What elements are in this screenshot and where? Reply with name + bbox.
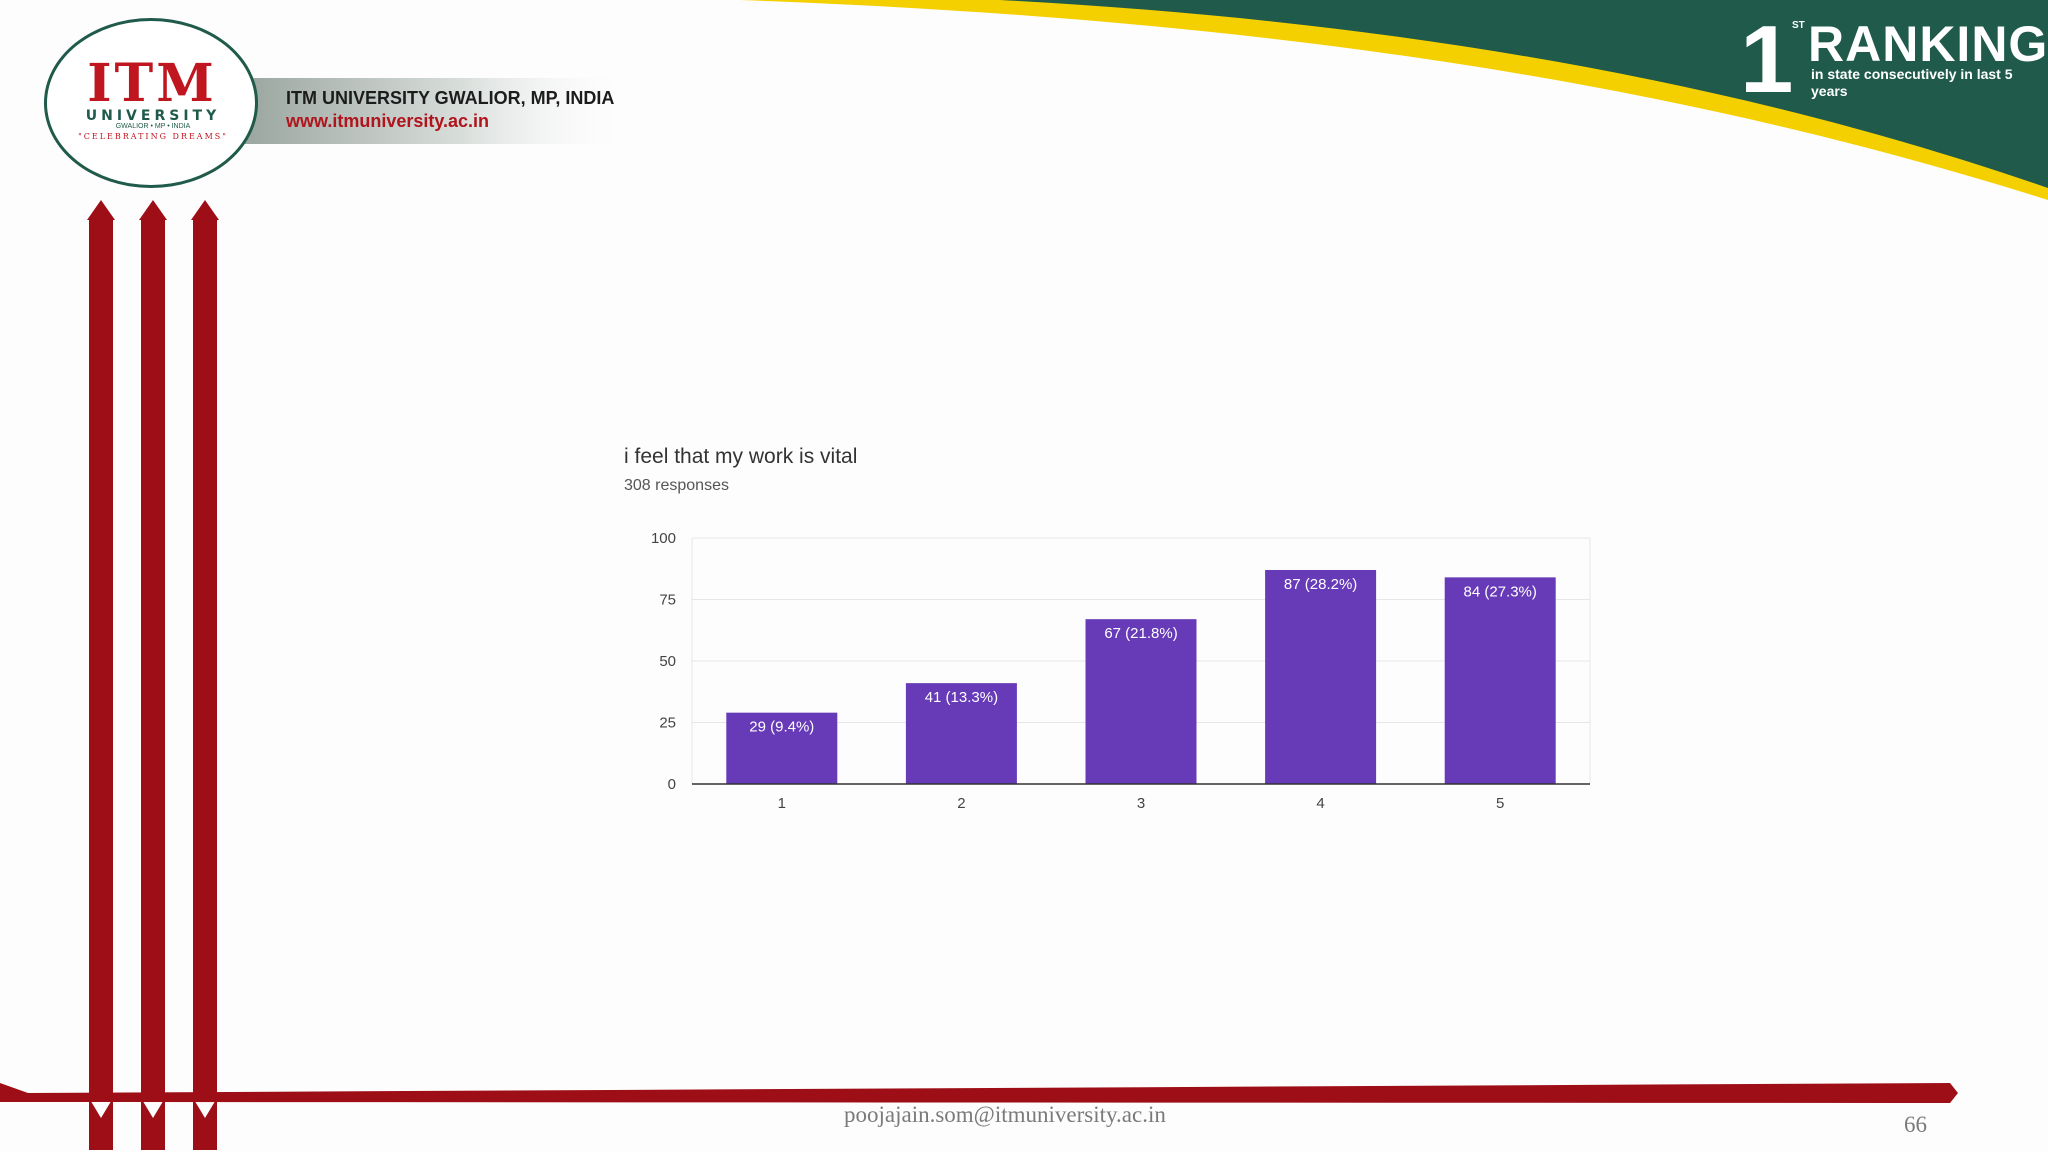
bar: [1265, 569, 1377, 784]
logo-circle: [44, 18, 258, 188]
ranking-subtitle: in state consecutively in last 5 years: [1811, 66, 2013, 99]
bar: [1085, 619, 1197, 784]
logo-location: GWALIOR • MP • INDIA: [115, 123, 191, 130]
ranking-title: RANKING: [1808, 16, 2048, 72]
logo-university: UNIVERSITY: [85, 108, 221, 124]
university-website: www.itmuniversity.ac.in: [286, 111, 490, 131]
data-label: 84 (27.3%): [1464, 583, 1537, 600]
ranking-superscript: ST: [1792, 20, 1805, 31]
x-tick-label: 2: [957, 795, 965, 812]
y-tick-label: 25: [659, 715, 676, 732]
logo-text: ITM: [87, 53, 217, 114]
green-swoosh: [1000, 0, 2048, 188]
data-label: 41 (13.3%): [925, 689, 998, 706]
x-tick-label: 1: [778, 795, 786, 812]
chart-subtitle: 308 responses: [624, 477, 729, 494]
data-label: 29 (9.4%): [749, 719, 814, 736]
bar-chart: 0 25 50 75 100 29 (9.4%) 1 41 (13.3%) 2 67 (21.8%…: [651, 530, 1591, 812]
x-tick-label: 5: [1496, 795, 1504, 812]
logo-motto: "CELEBRATING DREAMS": [78, 132, 228, 141]
bar: [1444, 577, 1556, 784]
y-tick-label: 50: [659, 653, 676, 670]
header-band: [240, 78, 640, 144]
ranking-number: 1: [1740, 6, 1794, 113]
bar: [726, 712, 838, 784]
bar: [905, 683, 1017, 784]
red-arrows: [87, 200, 219, 1150]
red-horizontal-arrow: [0, 1083, 1958, 1103]
y-tick-label: 75: [659, 592, 676, 609]
footer-email: poojajain.som@itmuniversity.ac.in: [844, 1102, 1166, 1127]
x-tick-label: 4: [1316, 795, 1324, 812]
university-name: ITM UNIVERSITY GWALIOR, MP, INDIA: [286, 88, 615, 108]
page-number: 66: [1904, 1112, 1927, 1137]
data-label: 67 (21.8%): [1104, 625, 1177, 642]
y-tick-label: 0: [668, 776, 676, 793]
data-label: 87 (28.2%): [1284, 576, 1357, 593]
y-tick-label: 100: [651, 530, 676, 547]
chart-title: i feel that my work is vital: [624, 445, 858, 468]
x-tick-label: 3: [1137, 795, 1145, 812]
